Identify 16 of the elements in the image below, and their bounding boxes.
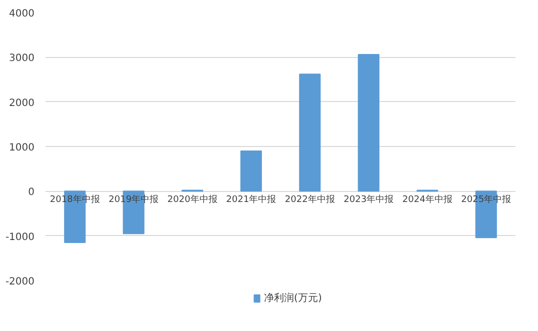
y-tick-label: -1000 <box>5 232 35 243</box>
y-tick-label: 2000 <box>9 98 35 109</box>
bar <box>240 150 262 192</box>
x-tick-label: 2020年中报 <box>167 194 218 206</box>
y-tick-label: 1000 <box>9 142 35 154</box>
x-tick-label: 2024年中报 <box>402 194 452 206</box>
bar <box>358 54 380 192</box>
x-tick-label: 2022年中报 <box>284 194 335 206</box>
y-tick-label: 4000 <box>9 8 35 20</box>
x-tick-label: 2023年中报 <box>344 194 394 206</box>
y-tick-label: 0 <box>28 187 35 198</box>
legend-label: 净利润(万元) <box>264 292 322 304</box>
x-tick-label: 2021年中报 <box>226 194 276 206</box>
bar <box>299 74 321 192</box>
y-tick-label: 3000 <box>9 53 35 64</box>
y-tick-label: -2000 <box>5 276 35 288</box>
